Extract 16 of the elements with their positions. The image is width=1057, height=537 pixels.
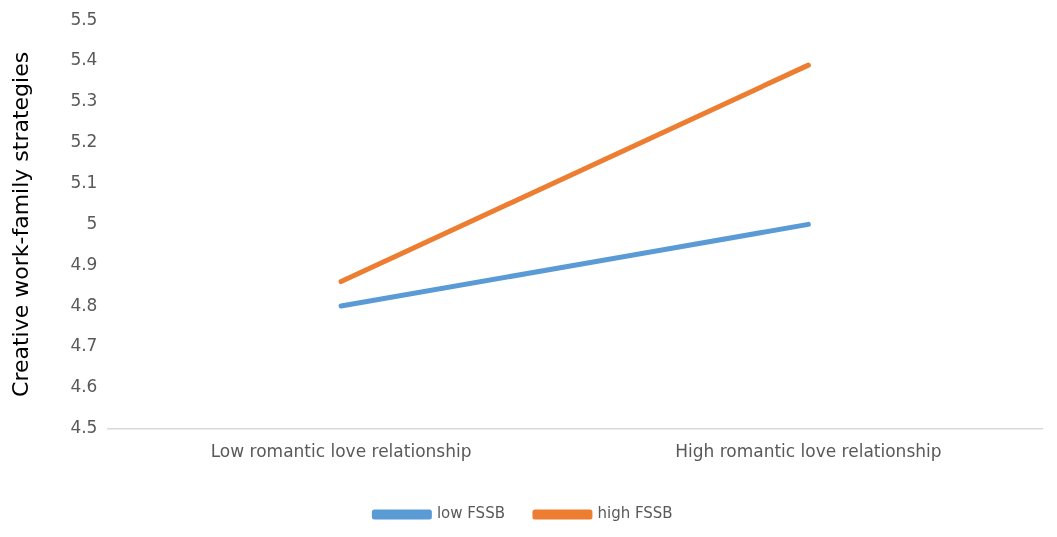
- y-tick-label: 5.4: [70, 49, 98, 70]
- y-tick-label: 5.3: [70, 90, 98, 111]
- y-tick-label: 4.7: [70, 335, 98, 356]
- legend-label: low FSSB: [436, 504, 505, 523]
- y-tick-label: 4.5: [70, 417, 98, 438]
- y-tick-label: 5: [86, 212, 98, 233]
- x-tick-label: High romantic love relationship: [675, 441, 942, 462]
- y-tick-label: 4.8: [70, 294, 98, 315]
- y-tick-label: 4.9: [70, 253, 98, 274]
- y-tick-label: 5.2: [70, 131, 98, 152]
- y-axis-title: Creative work-family strategies: [7, 51, 33, 397]
- y-tick-label: 5.1: [70, 171, 98, 192]
- legend-label: high FSSB: [597, 504, 673, 523]
- y-tick-label: 5.5: [70, 8, 98, 29]
- y-tick-label: 4.6: [70, 376, 98, 397]
- x-tick-label: Low romantic love relationship: [210, 441, 472, 462]
